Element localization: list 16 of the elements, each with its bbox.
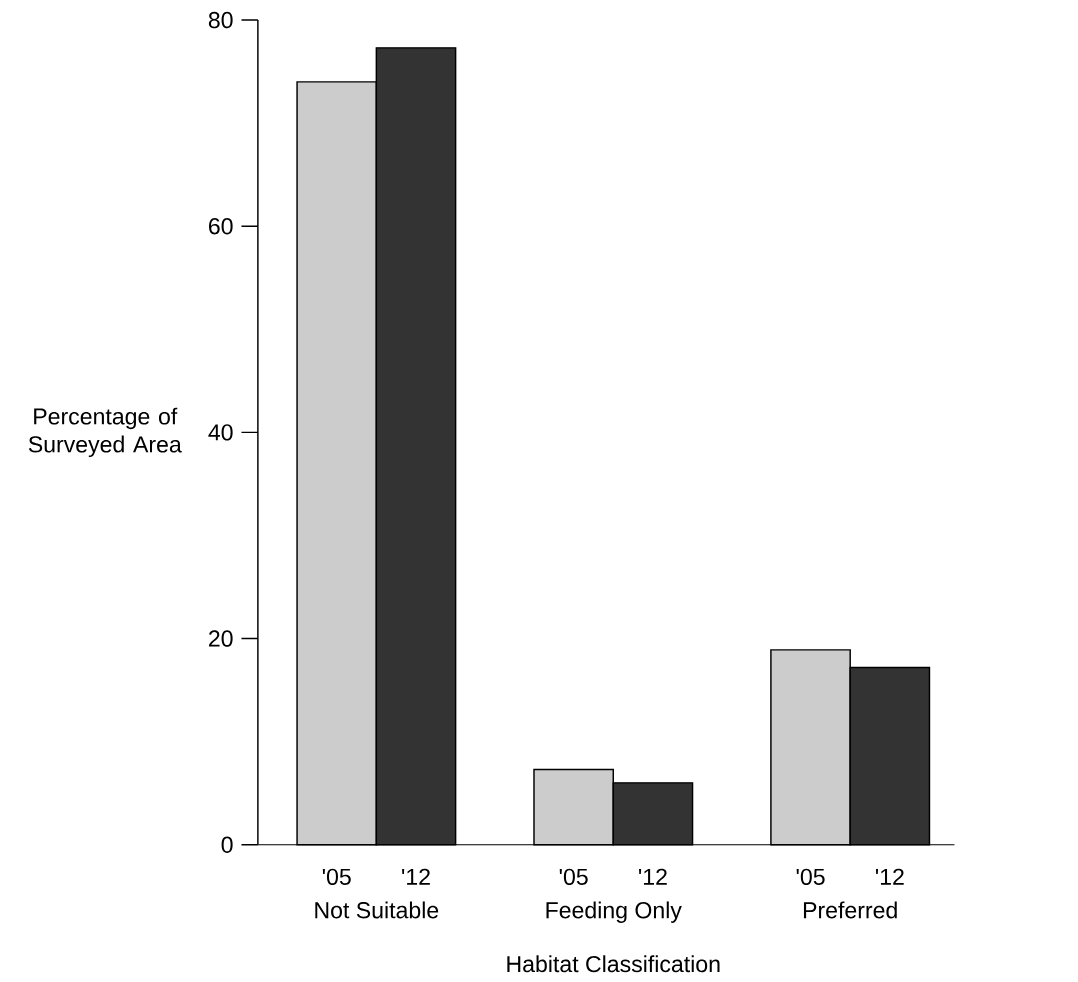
y-tick-label: 0 [221, 836, 233, 853]
text: '12 [875, 868, 904, 885]
text: '12 [639, 868, 667, 885]
y-tick-label: 20 [209, 630, 233, 647]
x-tick-label: Not Suitable [315, 901, 439, 919]
x-axis-title: Habitat Classification [507, 955, 720, 973]
text: '05 [796, 868, 825, 885]
y-tick-label: 60 [209, 217, 233, 235]
y-tick-label: 40 [208, 424, 233, 441]
text: '05 [559, 868, 588, 885]
y-axis-title: Percentage of Surveyed Area [28, 407, 182, 457]
x-tick-label: Preferred [803, 901, 897, 919]
series-label: '05 [322, 868, 351, 885]
x-tick-label: Feeding Only [546, 901, 682, 923]
series-label: '12 [402, 868, 430, 885]
y-tick-label: 80 [208, 11, 233, 29]
